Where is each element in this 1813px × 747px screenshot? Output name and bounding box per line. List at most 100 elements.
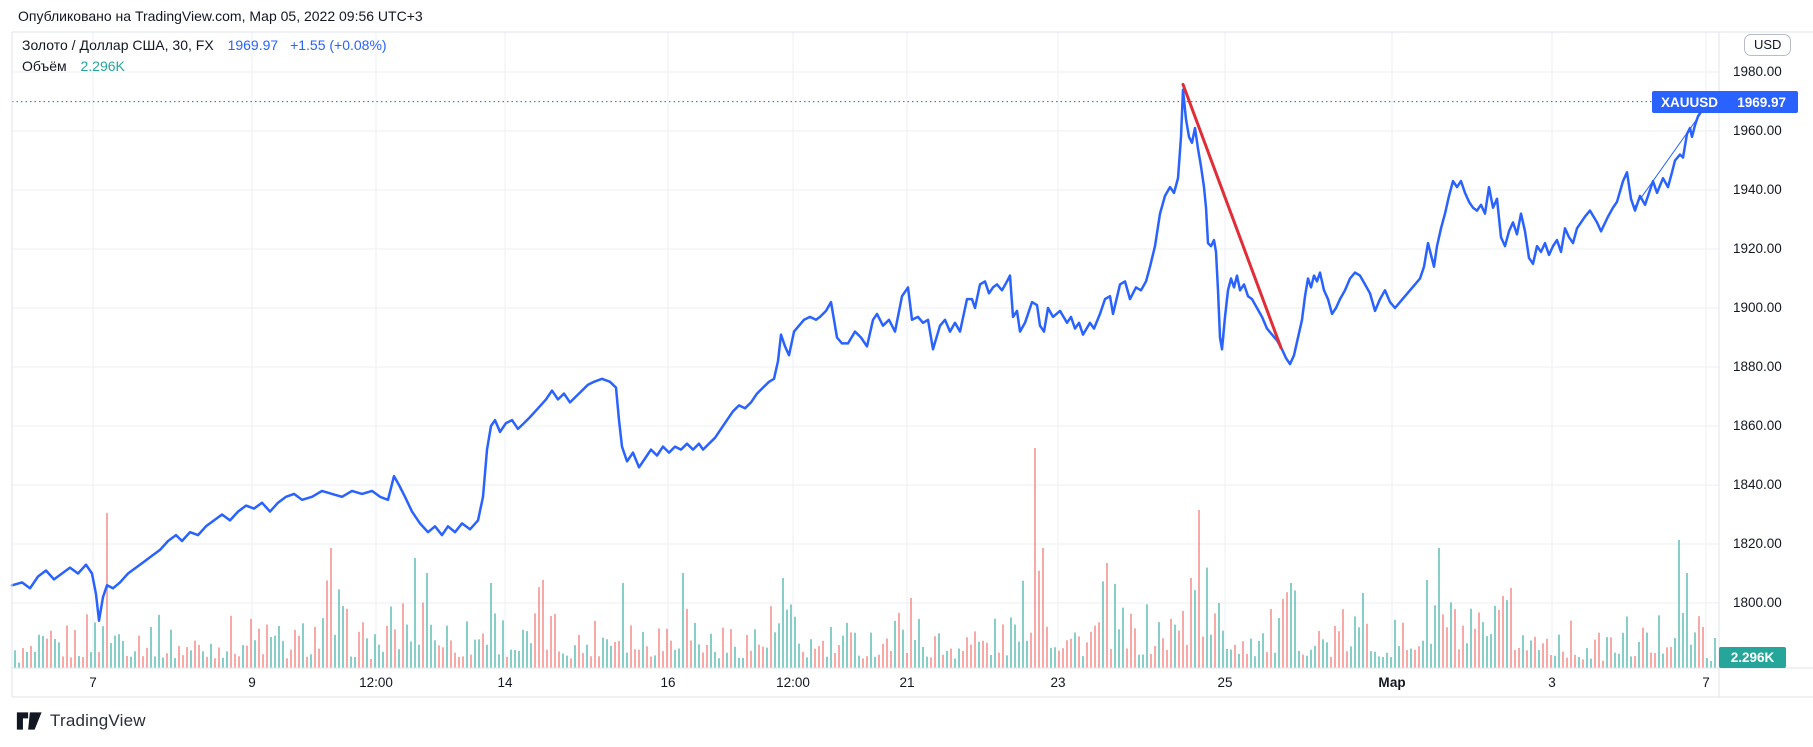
price-axis-label: 1880.00 xyxy=(1733,359,1782,374)
volume-bar xyxy=(886,638,888,668)
volume-bar xyxy=(838,645,840,668)
volume-bar xyxy=(1642,627,1644,668)
volume-bar xyxy=(882,643,884,668)
volume-bar xyxy=(1470,608,1472,668)
volume-bar xyxy=(54,639,56,668)
red-trendline[interactable] xyxy=(1181,82,1283,350)
volume-bar xyxy=(1534,636,1536,668)
volume-bar xyxy=(186,647,188,668)
volume-bar xyxy=(642,631,644,668)
volume-bar xyxy=(926,656,928,668)
volume-bar xyxy=(1570,620,1572,668)
volume-bar xyxy=(366,638,368,668)
volume-bar xyxy=(1050,647,1052,668)
tradingview-logo-text: TradingView xyxy=(50,711,146,730)
volume-bar xyxy=(1110,649,1112,668)
volume-legend[interactable]: Объём 2.296K xyxy=(22,58,125,74)
volume-bar xyxy=(902,629,904,668)
volume-bar xyxy=(1454,609,1456,668)
currency-badge[interactable]: USD xyxy=(1744,34,1792,56)
volume-bar xyxy=(730,629,732,668)
volume-bar xyxy=(1654,652,1656,668)
volume-bar xyxy=(1546,638,1548,668)
volume-bar xyxy=(442,647,444,668)
volume-bar xyxy=(278,625,280,668)
volume-bar xyxy=(1198,510,1200,668)
thin-blue-trendline[interactable] xyxy=(1633,112,1702,209)
volume-bar xyxy=(922,647,924,668)
volume-bar xyxy=(1474,628,1476,668)
volume-bar xyxy=(1074,632,1076,668)
volume-bar xyxy=(1354,616,1356,668)
volume-bar xyxy=(1662,653,1664,668)
price-axis-label: 1820.00 xyxy=(1733,536,1782,551)
volume-bar xyxy=(398,649,400,668)
volume-bar xyxy=(82,657,84,668)
volume-bar xyxy=(282,641,284,668)
volume-bar xyxy=(1298,650,1300,668)
volume-bar xyxy=(518,650,520,668)
chart-legend[interactable]: Золото / Доллар США, 30, FX 1969.97 +1.5… xyxy=(22,37,387,53)
volume-bar xyxy=(870,632,872,668)
volume-bar xyxy=(1658,615,1660,668)
volume-bar xyxy=(818,646,820,668)
volume-bar xyxy=(1378,656,1380,668)
volume-bar xyxy=(1634,655,1636,668)
volume-bar xyxy=(1702,626,1704,668)
volume-bar xyxy=(878,654,880,668)
symbol-title[interactable]: Золото / Доллар США, 30, FX xyxy=(22,37,214,53)
volume-bar xyxy=(514,649,516,668)
volume-bar xyxy=(598,656,600,668)
price-axis-label: 1960.00 xyxy=(1733,123,1782,138)
volume-bar xyxy=(498,654,500,668)
volume-bar xyxy=(906,652,908,668)
volume-bar xyxy=(1394,619,1396,668)
price-line-series[interactable] xyxy=(10,88,1708,622)
volume-bar xyxy=(118,634,120,668)
volume-bar xyxy=(1466,643,1468,668)
volume-bar xyxy=(1402,622,1404,668)
volume-bar xyxy=(1306,655,1308,668)
volume-bar xyxy=(1438,548,1440,668)
volume-bar xyxy=(1138,654,1140,668)
volume-bar xyxy=(654,655,656,668)
volume-bar xyxy=(214,658,216,668)
volume-bar xyxy=(1566,657,1568,668)
volume-bar xyxy=(746,634,748,668)
volume-bar xyxy=(782,578,784,668)
volume-bar xyxy=(978,641,980,668)
volume-bar xyxy=(474,639,476,668)
tradingview-logo[interactable]: TradingView xyxy=(16,710,146,732)
volume-bar xyxy=(174,658,176,668)
volume-bar xyxy=(1430,643,1432,668)
volume-bar xyxy=(1162,638,1164,668)
volume-bar xyxy=(1182,610,1184,668)
volume-bar xyxy=(1302,654,1304,668)
volume-bar xyxy=(230,615,232,668)
volume-bar xyxy=(966,637,968,668)
volume-bar xyxy=(1598,632,1600,668)
volume-bar xyxy=(998,652,1000,668)
volume-bar xyxy=(1486,636,1488,668)
volume-bar xyxy=(414,558,416,668)
volume-bar xyxy=(1018,641,1020,668)
volume-label: Объём xyxy=(22,58,67,74)
volume-bar xyxy=(542,580,544,668)
volume-bar xyxy=(994,618,996,668)
volume-bar xyxy=(990,654,992,668)
volume-bar xyxy=(42,635,44,668)
volume-bar xyxy=(502,620,504,668)
volume-bar xyxy=(530,643,532,668)
time-axis-label: 12:00 xyxy=(776,675,810,690)
tradingview-logo-icon xyxy=(16,712,42,730)
volume-bar xyxy=(1290,583,1292,668)
volume-bar xyxy=(1482,622,1484,668)
volume-bar xyxy=(1518,647,1520,668)
volume-bar xyxy=(1214,613,1216,668)
volume-bar xyxy=(238,656,240,668)
volume-bar xyxy=(766,647,768,668)
volume-bar xyxy=(382,651,384,668)
volume-bar xyxy=(258,628,260,668)
volume-bar xyxy=(246,645,248,668)
